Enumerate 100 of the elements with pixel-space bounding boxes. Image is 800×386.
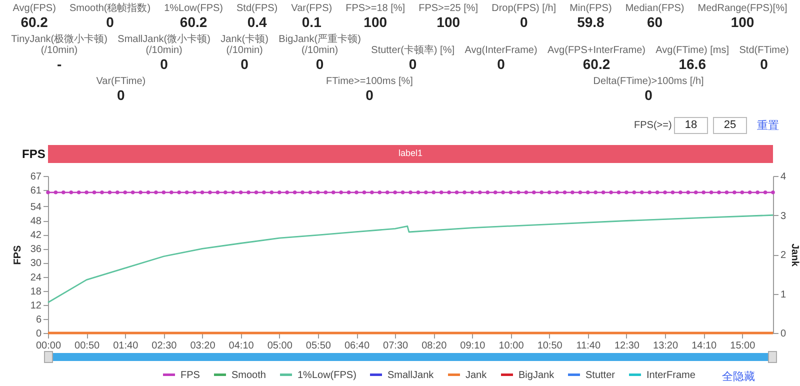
text: 0 [497,56,506,72]
text: Delta(FTime)>100ms [/h] [593,76,704,87]
legend-label: FPS [180,370,200,381]
text: 0 [240,56,249,72]
legend-label: BigJank [518,370,556,381]
text: FTime>=100ms [%] [326,76,414,87]
text: 0 [106,14,114,30]
text: BigJank(严重卡顿) (/10min) [278,33,361,56]
y-tick-label: 6 [36,314,42,326]
text: 0 [316,56,324,72]
y-tick-label: 67 [30,172,42,182]
y-tick-label: 0 [36,328,42,340]
text: 60.2 [582,56,610,72]
text: Avg(FTime) [ms] [656,45,730,56]
text: 重置 [757,119,779,133]
text: SmallJank(微小卡顿) (/10min) [118,33,210,56]
text: Avg(FPS+InterFrame) [548,45,646,56]
y-tick-label: 18 [30,286,42,298]
text: Stutter(卡顿率) [%] [371,44,455,56]
x-tick-label: 14:10 [692,340,718,352]
x-tick-label: 00:00 [36,340,62,352]
text: Std(FPS) [236,3,278,14]
text: 1%Low(FPS) [164,3,223,14]
x-tick-label: 13:20 [653,340,678,352]
y-tick-label: 30 [30,258,42,270]
x-tick-label: 09:10 [460,340,486,352]
x-tick-label: 05:00 [267,340,293,352]
legend-label: Stutter [586,370,616,381]
y2-axis-title: Jank [789,244,800,267]
x-tick-label: 03:20 [190,340,216,352]
y-tick-label: 12 [30,300,42,312]
x-tick-label: 00:50 [74,340,100,352]
line-series [47,214,774,304]
text: Min(FPS) [570,3,612,14]
text: 0 [520,14,528,30]
x-tick-label: 12:30 [614,340,640,352]
text: FPS(>=) [634,120,672,131]
y-axis-title: FPS [12,244,24,265]
text: 60 [646,14,663,30]
legend-label: InterFrame [646,370,696,381]
x-tick-label: 05:50 [306,340,332,352]
x-tick-label: 01:40 [113,340,139,352]
y2-tick-label: 4 [780,172,786,182]
number-input: 18 [674,117,708,134]
y2-tick-label: 1 [780,289,786,300]
text: Var(FTime) [96,76,146,87]
x-tick-label: 08:20 [422,340,448,352]
text: 0 [408,56,417,72]
text: - [56,56,62,72]
text: 0.1 [302,14,322,30]
legend-label: SmallJank [388,370,435,381]
x-tick-label: 06:40 [344,340,370,352]
y-tick-label: 48 [30,216,42,228]
y-tick-label: 42 [30,230,42,242]
legend-label: Smooth [232,370,266,381]
text: 100 [436,14,460,30]
x-tick-label: 10:50 [537,340,563,352]
y2-tick-label: 3 [780,210,786,222]
chart-title: FPS [22,147,46,161]
text: Std(FTime) [739,45,789,56]
text: FPS>=25 [%] [418,3,478,14]
text: Drop(FPS) [/h] [492,3,556,14]
text: 60.2 [20,14,48,30]
text: MedRange(FPS)[%] [698,3,788,14]
x-tick-label: 15:00 [730,340,756,352]
x-tick-label: 11:40 [576,340,601,352]
y2-tick-label: 2 [780,250,786,261]
text: 0 [760,56,768,72]
legend-label: 1%Low(FPS) [298,370,356,381]
x-tick-label: 04:10 [228,340,254,352]
text: 0 [644,87,653,103]
y-tick-label: 61 [30,186,42,197]
text: Avg(InterFrame) [464,45,538,56]
text: Median(FPS) [625,3,684,14]
text: 0 [366,87,374,103]
text: TinyJank(极微小卡顿) (/10min) [11,33,108,56]
x-tick-label: 07:30 [383,340,409,352]
text: FPS>=18 [%] [346,3,406,14]
text: 0 [117,87,126,103]
text: 16.6 [678,56,706,72]
text: Var(FPS) [291,3,332,14]
text: Smooth(稳帧指数) [69,2,151,14]
number-input: 25 [713,117,747,134]
x-tick-label: 02:30 [152,340,178,352]
text: label1 [397,148,424,158]
text: 100 [364,14,388,30]
text: Jank(卡顿) (/10min) [220,33,268,56]
text: 0 [160,56,168,72]
legend-label: Jank [466,370,488,381]
y-tick-label: 24 [30,272,42,284]
text: 0.4 [247,14,268,30]
y2-tick-label: 0 [780,328,786,340]
y-tick-label: 54 [30,202,42,213]
text: 100 [730,14,754,30]
text: 60.2 [180,14,208,30]
text: 59.8 [577,14,605,30]
text: 全隐藏 [722,370,755,384]
y-tick-label: 36 [30,244,42,256]
x-tick-label: 10:00 [498,340,524,352]
text: Avg(FPS) [12,3,56,14]
